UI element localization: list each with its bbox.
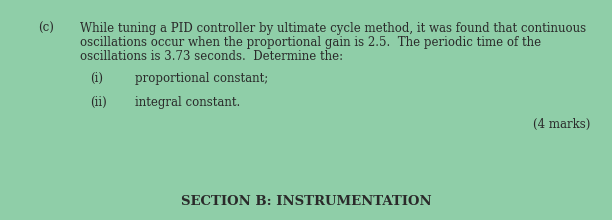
Text: While tuning a PID controller by ultimate cycle method, it was found that contin: While tuning a PID controller by ultimat… [80, 22, 586, 35]
Text: (4 marks): (4 marks) [532, 118, 590, 131]
Text: oscillations occur when the proportional gain is 2.5.  The periodic time of the: oscillations occur when the proportional… [80, 36, 541, 49]
Text: (i): (i) [90, 72, 103, 85]
Text: (ii): (ii) [90, 96, 106, 109]
Text: integral constant.: integral constant. [135, 96, 241, 109]
Text: (c): (c) [38, 22, 54, 35]
Text: proportional constant;: proportional constant; [135, 72, 268, 85]
Text: oscillations is 3.73 seconds.  Determine the:: oscillations is 3.73 seconds. Determine … [80, 50, 343, 63]
Text: SECTION B: INSTRUMENTATION: SECTION B: INSTRUMENTATION [181, 195, 431, 208]
